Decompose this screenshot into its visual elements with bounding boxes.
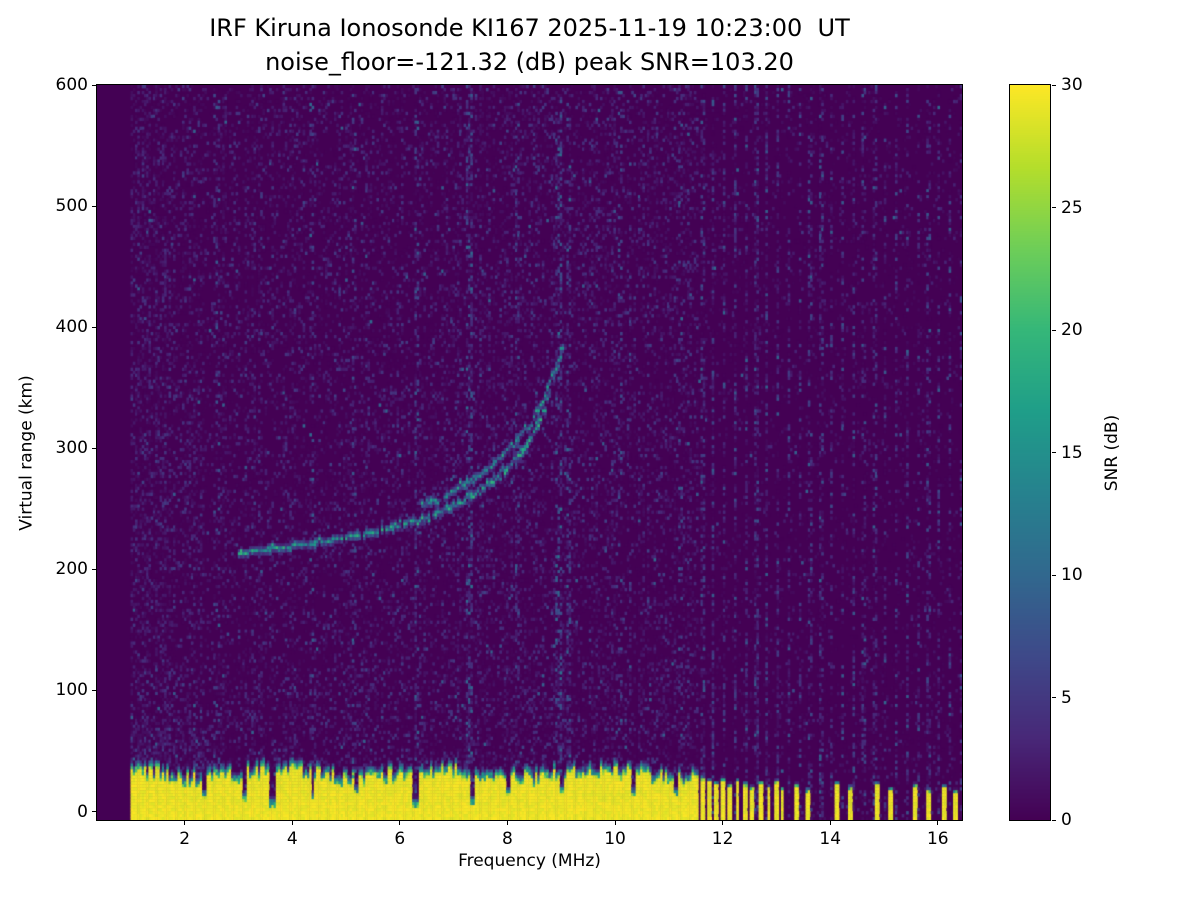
y-tick-label: 200 bbox=[55, 559, 88, 580]
x-tick-label: 12 bbox=[711, 829, 734, 849]
x-tick-mark bbox=[614, 821, 616, 825]
colorbar-gradient bbox=[1010, 85, 1050, 820]
colorbar-label: SNR (dB) bbox=[1102, 414, 1123, 491]
colorbar-tick-mark bbox=[1052, 84, 1056, 86]
x-tick-label: 6 bbox=[394, 829, 406, 849]
x-tick-label: 4 bbox=[286, 829, 298, 849]
y-tick-mark bbox=[92, 326, 96, 328]
colorbar-tick-mark bbox=[1052, 207, 1056, 208]
x-tick-label: 14 bbox=[819, 829, 842, 849]
colorbar-tick-mark bbox=[1052, 697, 1056, 698]
x-tick-mark bbox=[722, 821, 724, 825]
colorbar-tick-mark bbox=[1052, 819, 1056, 821]
y-tick-label: 400 bbox=[55, 317, 88, 338]
x-tick-label: 2 bbox=[179, 829, 191, 849]
ionogram-heatmap bbox=[97, 85, 962, 820]
y-tick-label: 300 bbox=[55, 438, 88, 459]
y-tick-mark bbox=[92, 205, 96, 207]
colorbar-tick-label: 20 bbox=[1061, 320, 1083, 340]
y-tick-mark bbox=[92, 447, 96, 449]
colorbar-tick-mark bbox=[1052, 329, 1056, 331]
x-tick-mark bbox=[506, 821, 508, 825]
figure-subtitle: noise_floor=-121.32 (dB) peak SNR=103.20 bbox=[265, 48, 794, 76]
colorbar-tick-label: 25 bbox=[1061, 197, 1083, 218]
y-axis-label: Virtual range (km) bbox=[17, 374, 37, 531]
colorbar-label-wrap: SNR (dB) bbox=[1095, 85, 1129, 820]
y-tick-label: 500 bbox=[55, 196, 88, 217]
x-tick-mark bbox=[291, 821, 293, 825]
colorbar-tick-label: 0 bbox=[1061, 810, 1072, 830]
x-tick-label: 16 bbox=[926, 829, 949, 849]
colorbar-tick-label: 10 bbox=[1061, 565, 1083, 585]
colorbar-tick-label: 5 bbox=[1061, 687, 1072, 708]
x-tick-label: 10 bbox=[604, 829, 626, 849]
figure-title: IRF Kiruna Ionosonde KI167 2025-11-19 10… bbox=[209, 14, 850, 42]
y-tick-mark bbox=[92, 84, 96, 86]
colorbar-tick-label: 15 bbox=[1061, 442, 1083, 463]
y-tick-label: 100 bbox=[55, 680, 88, 701]
x-tick-label: 8 bbox=[502, 829, 513, 849]
colorbar-tick-mark bbox=[1052, 452, 1056, 453]
x-tick-mark bbox=[937, 821, 939, 825]
x-tick-mark bbox=[829, 821, 831, 825]
colorbar-tick-mark bbox=[1052, 574, 1056, 576]
x-axis-label: Frequency (MHz) bbox=[458, 851, 601, 871]
x-tick-mark bbox=[184, 821, 186, 825]
x-tick-mark bbox=[399, 821, 401, 825]
colorbar-tick-label: 30 bbox=[1061, 75, 1083, 95]
y-tick-mark bbox=[92, 811, 96, 813]
y-tick-label: 600 bbox=[55, 75, 88, 95]
y-tick-mark bbox=[92, 689, 96, 691]
y-tick-mark bbox=[92, 568, 96, 570]
y-tick-label: 0 bbox=[77, 801, 88, 822]
